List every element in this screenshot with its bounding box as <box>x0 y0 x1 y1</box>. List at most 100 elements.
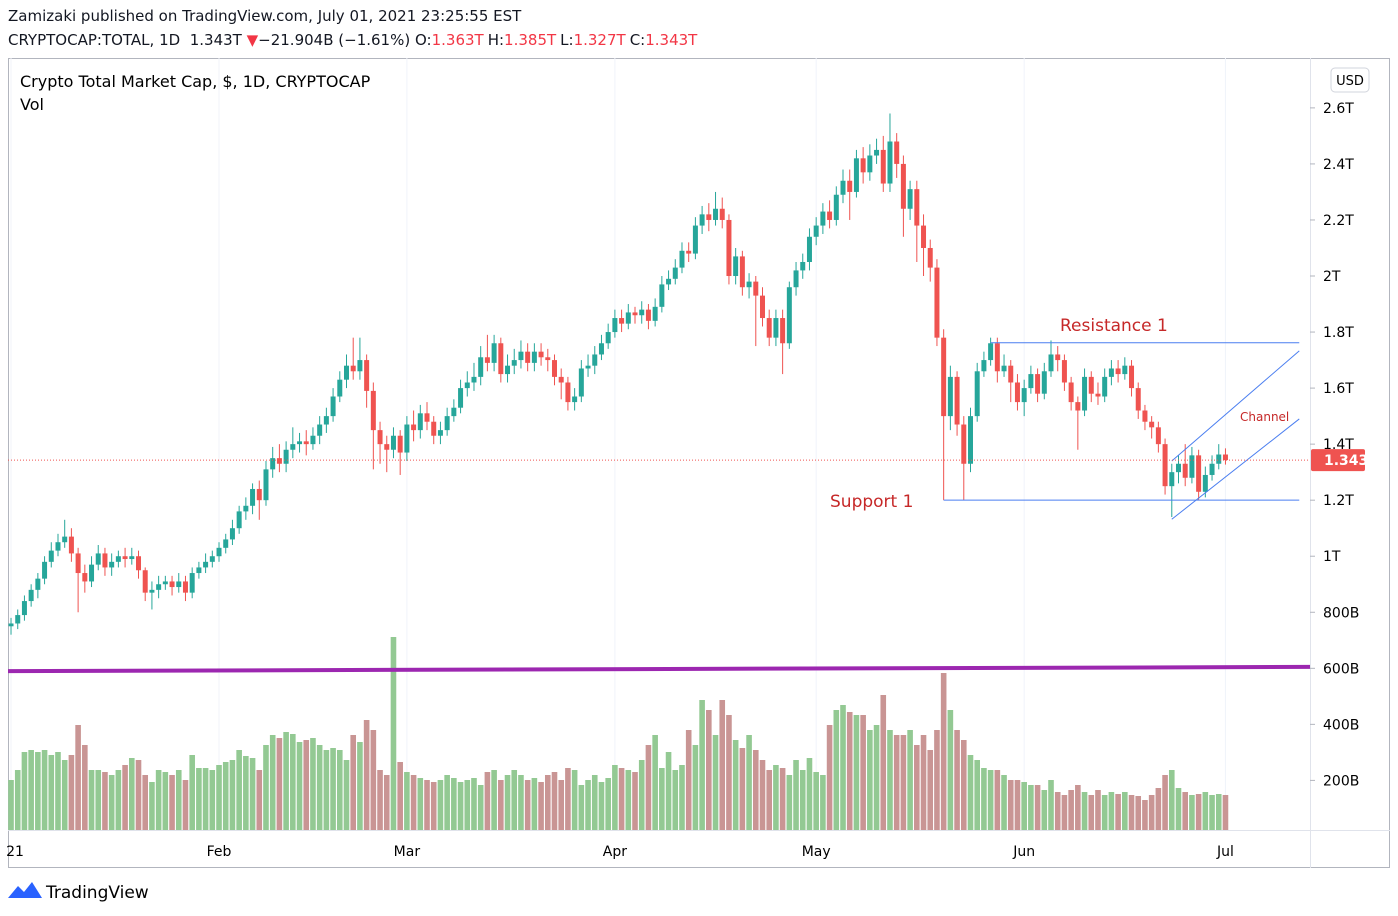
y-tick-label: 1T <box>1323 549 1341 565</box>
volume-bar <box>914 745 920 830</box>
volume-bar <box>1088 795 1095 830</box>
candle-body <box>337 379 343 397</box>
volume-bar <box>343 760 350 830</box>
annotation: Support 1 <box>830 492 913 512</box>
candle-body <box>256 488 262 501</box>
volume-bar <box>746 735 752 830</box>
candle-body <box>800 261 806 271</box>
ohlc-label: O: <box>414 31 432 49</box>
trend-line <box>1171 350 1300 462</box>
volume-bar <box>867 730 873 830</box>
volume-bar <box>638 760 645 830</box>
last: 1.343T <box>189 31 242 49</box>
volume-bar <box>216 765 222 830</box>
y-tick-label: 200B <box>1323 773 1359 789</box>
candle-body <box>89 564 95 582</box>
candle-body <box>209 556 215 562</box>
candle-body <box>162 581 168 585</box>
volume-bar <box>826 725 833 830</box>
candle-body <box>115 556 121 562</box>
volume-bar <box>269 735 276 830</box>
candle-body <box>471 376 477 383</box>
candle-body <box>632 312 638 316</box>
volume-bar <box>1041 790 1048 830</box>
volume-bar <box>739 748 746 830</box>
candle-body <box>303 441 309 445</box>
candle-body <box>572 396 578 403</box>
candle-body <box>411 424 417 431</box>
volume-bar <box>900 735 907 830</box>
volume-bar <box>598 782 605 830</box>
candle-body <box>350 365 356 372</box>
volume-bar <box>994 770 1001 830</box>
candle-body <box>102 553 108 568</box>
volume-bar <box>652 735 658 830</box>
volume-bar <box>243 756 249 830</box>
candle-body <box>484 357 490 363</box>
volume-bar <box>330 748 336 830</box>
volume-bar <box>21 752 28 830</box>
price-tag-label: 1.343T <box>1324 453 1378 469</box>
volume-bar <box>1101 795 1108 830</box>
volume-bar <box>1048 780 1054 830</box>
candle-body <box>243 505 249 512</box>
volume-bar <box>296 742 303 830</box>
candle-body <box>364 360 370 391</box>
candle-body <box>270 458 276 470</box>
volume-bar <box>149 782 155 830</box>
candle-body <box>605 332 611 344</box>
volume-bar <box>1108 792 1115 830</box>
volume-bar <box>1095 790 1101 830</box>
volume-bar <box>41 750 48 830</box>
volume-bar <box>833 710 840 830</box>
currency-button[interactable] <box>1330 67 1370 93</box>
volume-bar <box>35 752 41 830</box>
candle-body <box>733 256 739 277</box>
candle-body <box>283 449 289 464</box>
candle-body <box>1182 463 1188 478</box>
volume-bar <box>471 778 477 830</box>
change: −21.904B (−1.61%) <box>258 31 411 49</box>
price-tag <box>1311 449 1365 472</box>
candle-body <box>1068 382 1074 403</box>
candle-body <box>598 343 604 355</box>
candle-body <box>511 360 517 366</box>
candle-body <box>42 561 48 579</box>
candle-body <box>1008 365 1014 383</box>
y-tick-label: 800B <box>1323 605 1359 621</box>
candle-body <box>981 360 987 372</box>
volume-bar <box>551 772 558 830</box>
candle-body <box>505 365 511 375</box>
candle-body <box>417 413 423 431</box>
candle-body <box>699 214 705 226</box>
candle-body <box>947 376 953 417</box>
volume-bar <box>249 758 256 830</box>
volume-bar <box>1075 785 1081 830</box>
candle-body <box>759 295 765 319</box>
y-tick-label: 2.4T <box>1323 157 1354 173</box>
volume-bar <box>820 775 826 830</box>
candle-body <box>619 318 625 324</box>
candle-body <box>444 416 450 431</box>
volume-bar <box>82 745 88 830</box>
volume-bar <box>860 715 866 830</box>
volume-bar <box>773 765 779 830</box>
candle-body <box>1169 472 1175 487</box>
candle-body <box>136 556 142 571</box>
candle-body <box>491 343 497 363</box>
volume-bar <box>484 772 491 830</box>
volume-bar <box>806 758 813 830</box>
volume-bar <box>1014 780 1021 830</box>
volume-bar <box>692 745 699 830</box>
candle-body <box>847 180 853 192</box>
candle-body <box>431 421 437 436</box>
candle-body <box>914 189 920 226</box>
candle-body <box>1189 455 1195 478</box>
volume-bar <box>1028 785 1034 830</box>
candle-body <box>1222 454 1228 461</box>
volume-bar <box>927 750 934 830</box>
volume-bar <box>102 772 108 830</box>
volume-bar <box>799 770 806 830</box>
